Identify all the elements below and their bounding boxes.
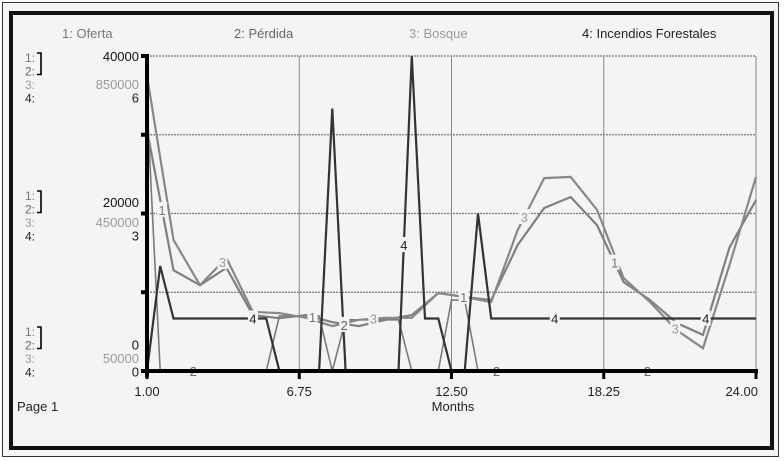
series-marker-4: 4 bbox=[551, 312, 558, 327]
scale-bracket bbox=[37, 190, 42, 214]
legend-series-2: 2: Pérdida bbox=[234, 26, 294, 41]
series-marker-3: 3 bbox=[521, 210, 528, 225]
series-marker-4: 4 bbox=[702, 312, 709, 327]
x-tick-label: 1.00 bbox=[134, 384, 159, 399]
scale-bracket bbox=[37, 326, 42, 350]
series-marker-3: 3 bbox=[672, 322, 679, 337]
scale-value-series-4: 6 bbox=[132, 91, 139, 106]
x-axis-label: Months bbox=[432, 399, 475, 414]
series-line-3 bbox=[145, 75, 758, 350]
series-marker-1: 1 bbox=[611, 256, 618, 271]
grid bbox=[147, 55, 757, 372]
scale-value-series-1-2: 0 bbox=[132, 338, 139, 353]
scale-series-id: 2: bbox=[25, 203, 35, 217]
series-marker-3: 3 bbox=[219, 255, 226, 270]
series-marker-1: 1 bbox=[460, 290, 467, 305]
scale-series-id: 2: bbox=[25, 339, 35, 353]
series-marker-2: 2 bbox=[341, 318, 348, 333]
scale-value-series-4: 0 bbox=[132, 365, 139, 380]
scale-value-series-1-2: 40000 bbox=[103, 49, 139, 64]
scale-value-series-3: 450000 bbox=[96, 215, 139, 230]
series-marker-4: 4 bbox=[400, 238, 407, 253]
x-tick-label: 12.50 bbox=[435, 384, 468, 399]
scale-value-series-3: 850000 bbox=[96, 77, 139, 92]
series-marker-4: 4 bbox=[249, 312, 256, 327]
series-marker-bg bbox=[217, 254, 228, 270]
series-marker-bg bbox=[670, 320, 681, 336]
x-tick-label: 18.25 bbox=[587, 384, 620, 399]
legend-series-3: 3: Bosque bbox=[409, 26, 468, 41]
x-tick-label: 24.00 bbox=[725, 384, 758, 399]
scale-series-id: 1: bbox=[25, 51, 35, 65]
scale-series-id: 1: bbox=[25, 325, 35, 339]
scale-value-series-1-2: 20000 bbox=[103, 195, 139, 210]
scale-series-id: 4: bbox=[25, 366, 35, 380]
series-marker-1: 1 bbox=[309, 310, 316, 325]
series-marker-bg bbox=[458, 288, 469, 304]
scale-series-id: 4: bbox=[25, 92, 35, 106]
scale-series-id: 1: bbox=[25, 189, 35, 203]
y-axis-scales: 1:2:3:4:4000085000061:2:3:4:200004500003… bbox=[25, 49, 139, 380]
series-marker-bg bbox=[157, 201, 168, 217]
page-label[interactable]: Page 1 bbox=[17, 399, 58, 414]
axes bbox=[141, 54, 758, 379]
legend-series-4: 4: Incendios Forestales bbox=[582, 26, 717, 41]
series-marker-bg bbox=[609, 254, 620, 270]
series-marker-bg bbox=[700, 310, 711, 326]
scale-series-id: 3: bbox=[25, 352, 35, 366]
scale-series-id: 4: bbox=[25, 230, 35, 244]
series-marker-bg bbox=[368, 310, 379, 326]
series-marker-bg bbox=[307, 308, 318, 324]
x-tick-label: 6.75 bbox=[287, 384, 312, 399]
series-marker-bg bbox=[339, 316, 350, 332]
series-marker-bg bbox=[549, 310, 560, 326]
scale-value-series-3: 50000 bbox=[103, 351, 139, 366]
scale-bracket bbox=[37, 52, 42, 76]
x-tick-labels: 1.00 6.75 12.50 18.25 24.00 bbox=[134, 384, 758, 399]
series-marker-bg bbox=[398, 237, 409, 252]
series-marker-3: 3 bbox=[370, 312, 377, 327]
scale-series-id: 3: bbox=[25, 216, 35, 230]
legend-series-1: 1: Oferta bbox=[62, 26, 113, 41]
series-marker-bg bbox=[247, 310, 258, 326]
scale-series-id: 2: bbox=[25, 65, 35, 79]
series-marker-1: 1 bbox=[158, 203, 165, 218]
scale-value-series-4: 3 bbox=[132, 229, 139, 244]
scale-series-id: 3: bbox=[25, 78, 35, 92]
series-marker-bg bbox=[519, 209, 530, 225]
